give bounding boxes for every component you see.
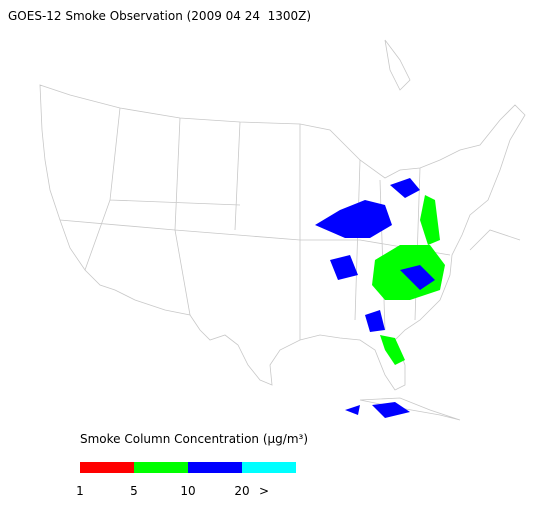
- smoke-area: [345, 402, 410, 418]
- smoke-area: [365, 310, 385, 332]
- basemap: [39, 39, 526, 421]
- smoke-area: [420, 195, 440, 245]
- colorbar-segment: [188, 462, 242, 473]
- smoke-area: [380, 335, 405, 365]
- smoke-area: [315, 200, 392, 238]
- smoke-area: [400, 265, 435, 290]
- colorbar-tick-label: 5: [130, 484, 138, 498]
- smoke-plume: [315, 178, 445, 418]
- colorbar-tick-label: 20: [234, 484, 249, 498]
- legend-title: Smoke Column Concentration (μg/m³): [80, 432, 308, 446]
- title: GOES-12 Smoke Observation (2009 04 24 13…: [8, 9, 311, 23]
- smoke-area: [330, 255, 358, 280]
- colorbar-segment: [134, 462, 188, 473]
- colorbar-segment: [80, 462, 134, 473]
- colorbar-tick-label: 1: [76, 484, 84, 498]
- colorbar-tick-label: 10: [180, 484, 195, 498]
- colorbar-segment: [242, 462, 296, 473]
- smoke-area: [390, 178, 420, 198]
- colorbar-overflow-label: >: [259, 484, 269, 498]
